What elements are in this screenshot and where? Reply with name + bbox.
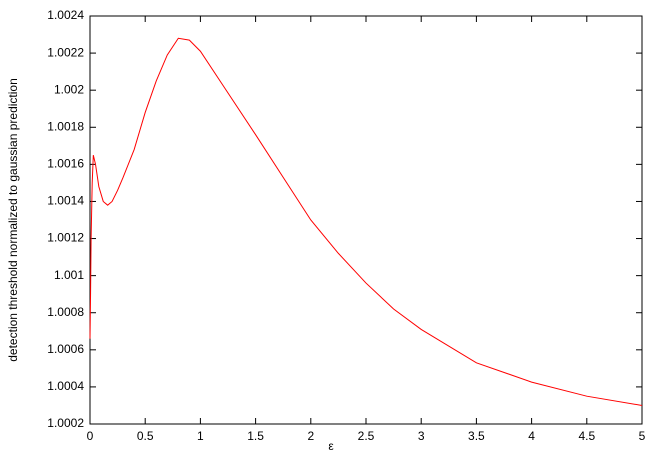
x-tick-label: 2.5 (358, 429, 375, 443)
y-tick-label: 1.0014 (47, 194, 84, 208)
x-tick-label: 5 (639, 429, 646, 443)
y-tick-label: 1.002 (54, 82, 84, 96)
x-tick-label: 4.5 (578, 429, 595, 443)
x-axis-label: ε (328, 439, 334, 453)
x-tick-label: 0 (87, 429, 94, 443)
y-tick-label: 1.001 (54, 268, 84, 282)
y-tick-label: 1.0016 (47, 157, 84, 171)
y-axis-label: detection threshold normalized to gaussi… (6, 78, 20, 362)
data-line (89, 37, 643, 406)
x-tick-label: 1.5 (247, 429, 264, 443)
x-tick-label: 4 (528, 429, 535, 443)
y-tick-label: 1.0024 (47, 8, 84, 22)
plot-frame (89, 15, 643, 425)
y-tick-label: 1.0018 (47, 119, 84, 133)
y-tick-label: 1.0008 (47, 305, 84, 319)
x-tick-label: 2 (307, 429, 314, 443)
y-tick-label: 1.0006 (47, 342, 84, 356)
x-tick-label: 3.5 (468, 429, 485, 443)
y-tick-label: 1.0022 (47, 45, 84, 59)
y-tick-label: 1.0002 (47, 416, 84, 430)
x-tick-label: 0.5 (137, 429, 154, 443)
y-tick-label: 1.0012 (47, 231, 84, 245)
x-tick-label: 1 (197, 429, 204, 443)
x-tick-label: 3 (418, 429, 425, 443)
y-tick-label: 1.0004 (47, 379, 84, 393)
